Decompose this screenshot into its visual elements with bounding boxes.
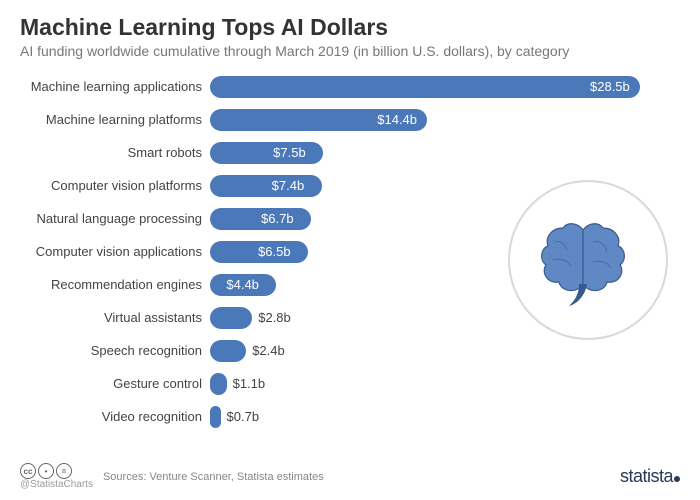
value-label: $1.1b xyxy=(233,376,266,391)
chart-header: Machine Learning Tops AI Dollars AI fund… xyxy=(0,0,700,65)
bar xyxy=(210,76,640,98)
brain-illustration-circle xyxy=(508,180,668,340)
bar-wrap: $2.4b xyxy=(210,340,700,362)
value-label: $14.4b xyxy=(377,112,417,127)
chart-row: Machine learning applications $28.5b xyxy=(20,70,700,103)
category-label: Recommendation engines xyxy=(20,277,210,292)
chart-row: Smart robots $7.5b xyxy=(20,136,700,169)
category-label: Gesture control xyxy=(20,376,210,391)
cc-license-icons: cc • = xyxy=(20,463,93,479)
chart-row: Machine learning platforms $14.4b xyxy=(20,103,700,136)
chart-subtitle: AI funding worldwide cumulative through … xyxy=(20,43,680,59)
value-label: $7.4b xyxy=(272,178,305,193)
category-label: Machine learning platforms xyxy=(20,112,210,127)
category-label: Natural language processing xyxy=(20,211,210,226)
chart-row: Video recognition $0.7b xyxy=(20,400,700,433)
category-label: Computer vision applications xyxy=(20,244,210,259)
bar xyxy=(210,340,246,362)
bar-wrap: $7.5b xyxy=(210,142,700,164)
value-label: $2.8b xyxy=(258,310,291,325)
value-label: $2.4b xyxy=(252,343,285,358)
value-label: $0.7b xyxy=(227,409,260,424)
value-label: $28.5b xyxy=(590,79,630,94)
category-label: Speech recognition xyxy=(20,343,210,358)
bar-wrap: $28.5b xyxy=(210,76,700,98)
category-label: Video recognition xyxy=(20,409,210,424)
value-label: $6.7b xyxy=(261,211,294,226)
bar xyxy=(210,406,221,428)
chart-footer: cc • = @StatistaCharts Sources: Venture … xyxy=(20,463,680,490)
value-label: $4.4b xyxy=(226,277,259,292)
bar-wrap: $14.4b xyxy=(210,109,700,131)
statista-logo: statista xyxy=(620,466,680,487)
value-label: $7.5b xyxy=(273,145,306,160)
bar-wrap: $0.7b xyxy=(210,406,700,428)
brain-icon xyxy=(533,210,643,310)
category-label: Smart robots xyxy=(20,145,210,160)
category-label: Computer vision platforms xyxy=(20,178,210,193)
category-label: Virtual assistants xyxy=(20,310,210,325)
bar xyxy=(210,142,323,164)
sources-text: Sources: Venture Scanner, Statista estim… xyxy=(103,471,324,483)
category-label: Machine learning applications xyxy=(20,79,210,94)
bar xyxy=(210,373,227,395)
chart-row: Gesture control $1.1b xyxy=(20,367,700,400)
bar xyxy=(210,307,252,329)
bar xyxy=(210,175,322,197)
chart-title: Machine Learning Tops AI Dollars xyxy=(20,14,680,41)
twitter-handle: @StatistaCharts xyxy=(20,479,93,490)
value-label: $6.5b xyxy=(258,244,291,259)
bar-wrap: $1.1b xyxy=(210,373,700,395)
